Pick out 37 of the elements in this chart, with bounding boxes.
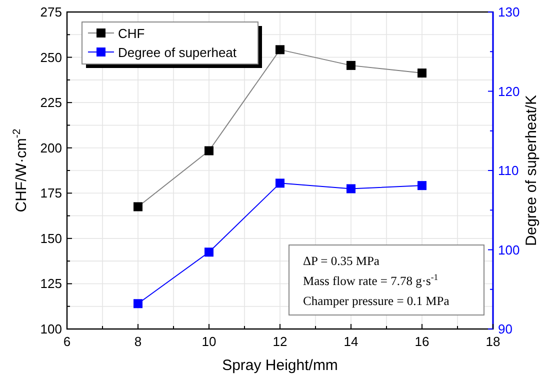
legend-label: CHF — [118, 26, 145, 41]
point — [276, 178, 284, 188]
point — [204, 146, 214, 156]
x-tick-label: 16 — [414, 334, 430, 349]
annotation: ΔP = 0.35 MPa — [303, 254, 380, 268]
y-tick-label: 100 — [40, 322, 62, 336]
x-tick-label: 8 — [134, 334, 142, 349]
point — [418, 68, 426, 78]
point — [346, 60, 356, 70]
y2-tick-label: 120 — [498, 84, 520, 99]
y-tick-label: 125 — [40, 276, 62, 292]
y-tick-label: 225 — [40, 95, 62, 110]
legend-label: Degree of superheat — [118, 45, 237, 60]
y-tick-label: 250 — [40, 50, 62, 65]
annotation: Champer pressure = 0.1 MPa — [303, 294, 450, 308]
x-tick-label: 14 — [344, 334, 358, 349]
annotation: Mass flow rate = 7.78 g·s$^{-1}$ — [303, 272, 438, 288]
x-tick-label: 18 — [486, 334, 500, 349]
y-tick-label: 175 — [40, 186, 62, 201]
x-axis-title: Spray Height/mm — [222, 357, 338, 374]
y2-axis-title: Degree of superheat/K — [523, 95, 540, 246]
point — [276, 45, 284, 54]
y-tick-label: 200 — [40, 140, 62, 156]
y2-tick-label: 90 — [498, 322, 512, 336]
y2-tick-label: 130 — [498, 4, 520, 20]
point — [346, 184, 356, 194]
y2-tick-label: 100 — [498, 242, 520, 258]
point — [134, 202, 142, 212]
point — [418, 181, 426, 190]
y-tick-label: 275 — [40, 4, 62, 20]
y2-tick-label: 110 — [498, 163, 519, 178]
x-tick-label: 6 — [63, 334, 71, 349]
point — [134, 299, 142, 308]
x-tick-label: 12 — [272, 334, 288, 349]
x-tick-label: 10 — [202, 334, 216, 349]
y-tick-label: 150 — [40, 230, 62, 246]
point — [204, 248, 214, 257]
